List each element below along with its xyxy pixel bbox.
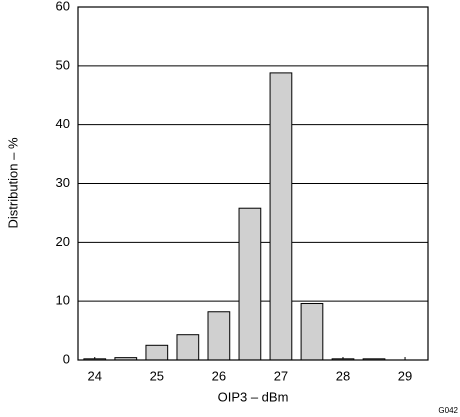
y-axis-label: Distribution – %: [5, 137, 20, 228]
plot-frame: [77, 6, 429, 361]
y-tick-label: 20: [56, 234, 70, 249]
x-tick-label: 29: [398, 368, 412, 383]
x-tick-label: 27: [274, 368, 288, 383]
x-tick-label: 28: [336, 368, 350, 383]
figure-id: G042: [438, 406, 458, 415]
y-tick-label: 10: [56, 293, 70, 308]
bar: [207, 311, 231, 361]
y-tick-label: 40: [56, 116, 70, 131]
y-tick-label: 0: [63, 351, 70, 366]
bar: [300, 303, 324, 361]
x-tick-label: 24: [88, 368, 102, 383]
y-tick-label: 30: [56, 175, 70, 190]
y-tick-label: 50: [56, 57, 70, 72]
x-tick-label: 26: [212, 368, 226, 383]
x-axis-label: OIP3 – dBm: [218, 389, 289, 404]
bar: [145, 344, 169, 361]
y-tick-label: 60: [56, 0, 70, 13]
bar: [269, 72, 293, 361]
bar: [238, 207, 262, 361]
x-tick-label: 25: [150, 368, 164, 383]
bar: [176, 334, 200, 361]
